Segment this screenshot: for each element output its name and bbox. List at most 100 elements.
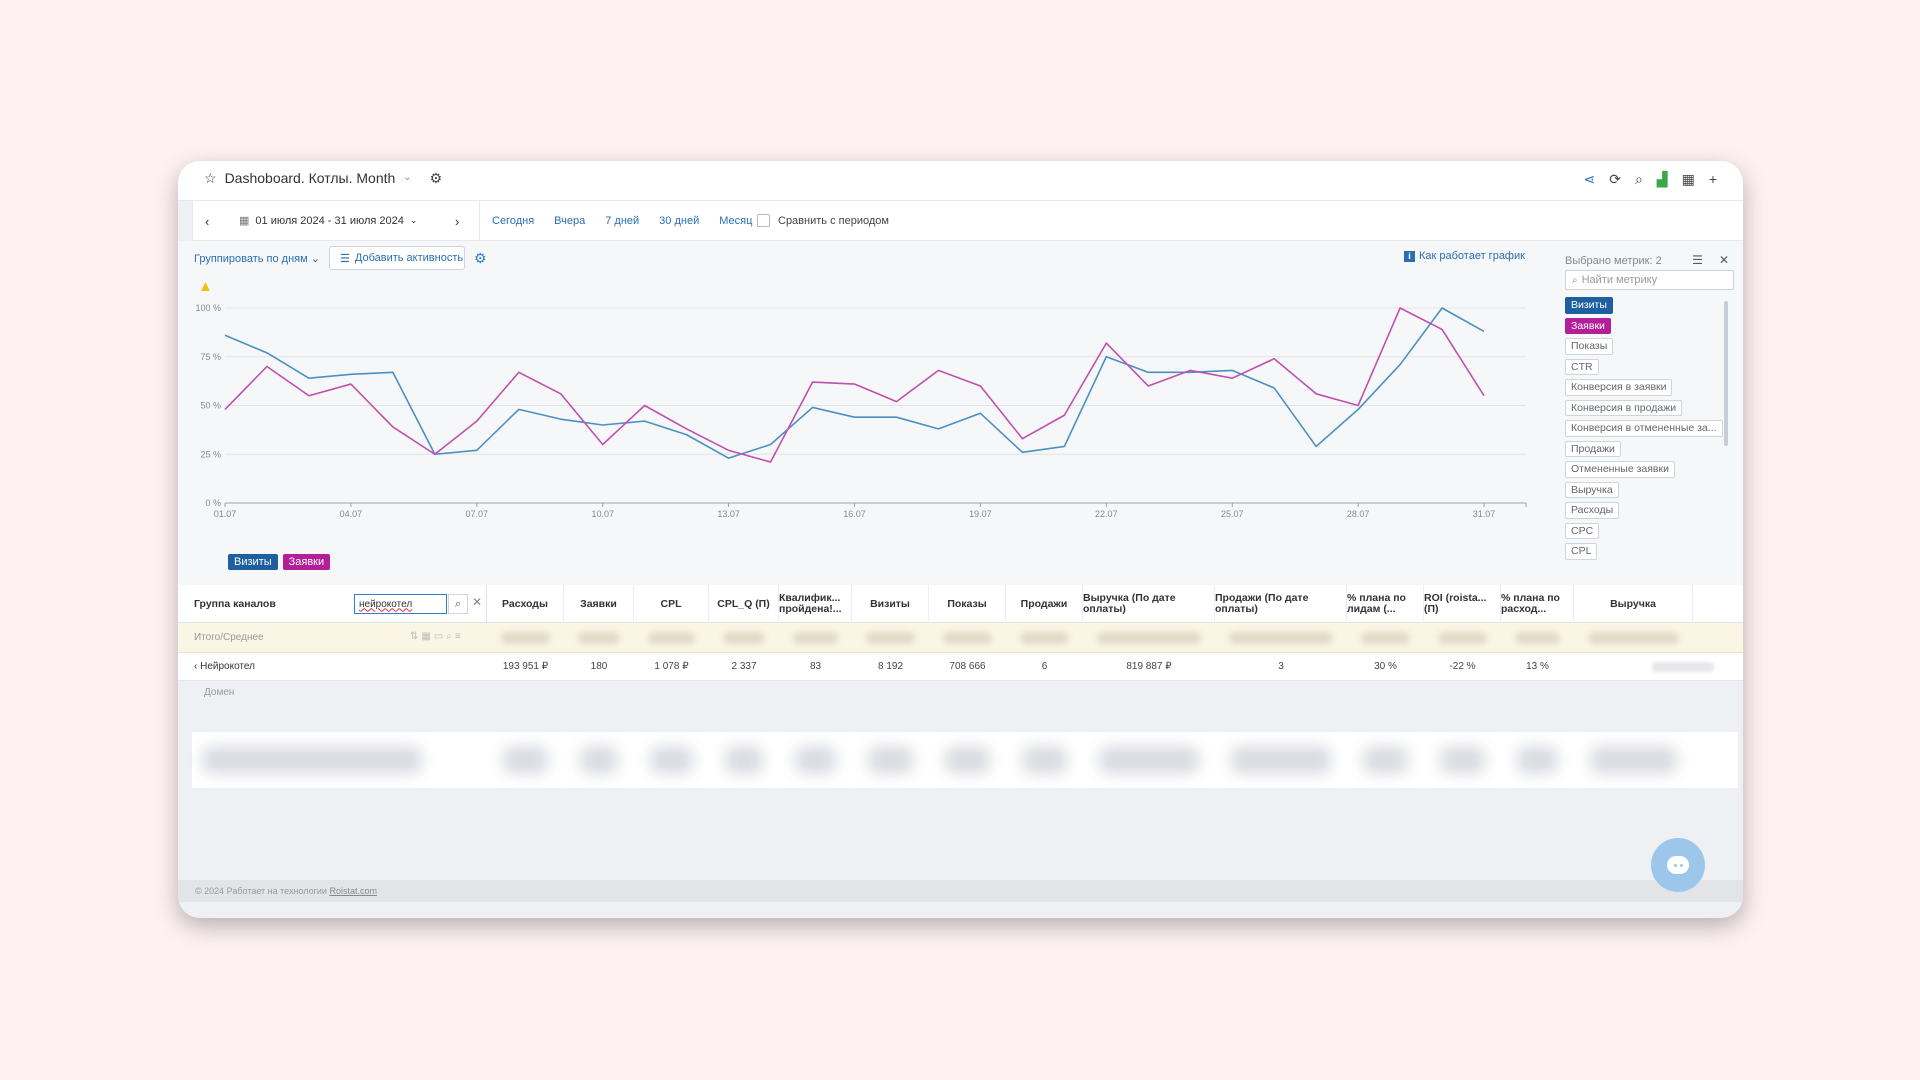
close-icon[interactable]: ✕ xyxy=(1718,253,1729,267)
date-toolbar: ‹ ▦ 01 июля 2024 - 31 июля 2024 ⌄ › Сего… xyxy=(192,201,1743,241)
settings-gear-icon[interactable]: ⚙ xyxy=(429,170,443,186)
group-by-dropdown[interactable]: Группировать по дням ⌄ xyxy=(194,253,320,265)
blurred-cell xyxy=(795,746,836,774)
blurred-cell xyxy=(793,632,838,644)
share-icon[interactable]: ⋖ xyxy=(1583,171,1596,187)
blurred-cell xyxy=(1361,632,1410,644)
chart-legend: Визиты Заявки xyxy=(228,554,331,570)
col-header[interactable]: Расходы xyxy=(487,585,564,623)
metric-item[interactable]: Показы xyxy=(1565,338,1614,355)
legend-visits[interactable]: Визиты xyxy=(228,554,278,570)
info-icon: i xyxy=(1404,250,1415,262)
col-header[interactable]: Заявки xyxy=(564,585,634,623)
metric-item[interactable]: Выручка xyxy=(1565,481,1619,498)
period-30-days[interactable]: 30 дней xyxy=(659,215,700,227)
y-tick-label: 50 % xyxy=(200,401,221,411)
x-tick-label: 01.07 xyxy=(214,509,237,519)
col-header[interactable]: CPL xyxy=(634,585,709,623)
series-line-visits xyxy=(224,307,1485,459)
period-7-days[interactable]: 7 дней xyxy=(605,215,640,227)
metric-item[interactable]: Конверсия в отмененные за... xyxy=(1565,420,1723,437)
col-header[interactable]: % плана по расход... xyxy=(1501,585,1574,623)
metric-item[interactable]: CPL xyxy=(1565,543,1598,560)
period-today[interactable]: Сегодня xyxy=(492,215,535,227)
metric-search-placeholder: Найти метрику xyxy=(1581,274,1658,286)
col-header[interactable]: ROI (roista... (П) xyxy=(1424,585,1501,623)
warning-icon[interactable]: ▲ xyxy=(198,278,213,295)
table-cell: 708 666 xyxy=(949,661,986,672)
footer: © 2024 Работает на технологии Roistat.co… xyxy=(178,880,1743,902)
total-row-tools[interactable]: ⇅▦▭⌕≡ xyxy=(410,631,464,642)
x-tick-label: 28.07 xyxy=(1347,509,1370,519)
list-view-icon[interactable]: ☰ xyxy=(1692,253,1703,267)
refresh-icon[interactable]: ⟳ xyxy=(1609,171,1621,187)
period-yesterday[interactable]: Вчера xyxy=(554,215,586,227)
footer-link[interactable]: Roistat.com xyxy=(329,886,377,896)
x-tick-label: 04.07 xyxy=(340,509,363,519)
add-icon[interactable]: + xyxy=(1708,171,1717,187)
col-header[interactable]: Показы xyxy=(929,585,1006,623)
col-header[interactable]: Продажи (По дате оплаты) xyxy=(1215,585,1347,623)
chart-settings-icon[interactable]: ⚙ xyxy=(474,250,487,266)
x-tick-label: 22.07 xyxy=(1095,509,1118,519)
date-range-picker[interactable]: ▦ 01 июля 2024 - 31 июля 2024 ⌄ xyxy=(239,214,417,228)
blurred-cell xyxy=(1517,746,1558,774)
col-header[interactable]: Визиты xyxy=(852,585,929,623)
metrics-scrollbar[interactable] xyxy=(1724,301,1728,446)
metric-item[interactable]: CTR xyxy=(1565,358,1599,375)
blurred-cell xyxy=(578,632,620,644)
chat-button[interactable] xyxy=(1651,838,1705,892)
metric-item[interactable]: CPC xyxy=(1565,522,1600,539)
col-header[interactable]: CPL_Q (П) xyxy=(709,585,779,623)
add-activity-button[interactable]: ☰ Добавить активность xyxy=(329,246,465,270)
blurred-cell xyxy=(1588,632,1679,644)
col-header[interactable]: Выручка (По дате оплаты) xyxy=(1083,585,1215,623)
legend-requests[interactable]: Заявки xyxy=(282,554,331,570)
series-line-requests xyxy=(224,307,1485,463)
col-header-label: Группа каналов xyxy=(194,597,276,610)
table-row-domain: Домен xyxy=(178,681,1743,705)
channel-filter-input[interactable]: нейрокотел xyxy=(354,594,447,614)
metric-item[interactable]: Отмененные заявки xyxy=(1565,461,1675,478)
next-period-icon[interactable]: › xyxy=(455,214,460,229)
how-chart-works-link[interactable]: i Как работает график xyxy=(1404,250,1525,262)
metric-search-input[interactable]: ⌕ Найти метрику xyxy=(1565,270,1734,290)
table-cell: 6 xyxy=(1041,661,1048,672)
dashboard-title-group[interactable]: ☆ Dashoboard. Котлы. Month ⌄ ⚙ xyxy=(204,170,442,186)
metric-item[interactable]: Конверсия в заявки xyxy=(1565,379,1673,396)
prev-period-icon[interactable]: ‹ xyxy=(205,214,210,229)
compare-checkbox[interactable] xyxy=(757,214,770,227)
filter-clear-icon[interactable]: ✕ xyxy=(472,595,483,609)
star-icon[interactable]: ☆ xyxy=(204,170,217,186)
table-cell: 83 xyxy=(809,661,822,672)
metrics-selected-count: Выбрано метрик: 2 xyxy=(1565,255,1662,267)
col-header[interactable]: % плана по лидам (... xyxy=(1347,585,1424,623)
metric-item[interactable]: Визиты xyxy=(1565,297,1613,314)
blurred-cell xyxy=(580,746,618,774)
metric-item[interactable]: Расходы xyxy=(1565,502,1620,519)
table-cell: 3 xyxy=(1278,661,1284,672)
table-icon[interactable]: ▦ xyxy=(1681,171,1695,187)
col-header[interactable]: Выручка xyxy=(1574,585,1693,623)
metric-item[interactable]: Продажи xyxy=(1565,440,1621,457)
table-cell: -22 % xyxy=(1449,661,1476,672)
compare-period[interactable]: Сравнить с периодом xyxy=(757,214,889,227)
chevron-down-icon[interactable]: ⌄ xyxy=(403,172,412,183)
period-month[interactable]: Месяц xyxy=(719,215,753,227)
top-bar: ☆ Dashoboard. Котлы. Month ⌄ ⚙ ⋖ ⟳ ⌕ ▟ ▦… xyxy=(178,161,1743,201)
metric-item[interactable]: Конверсия в продажи xyxy=(1565,399,1683,416)
chart-icon[interactable]: ▟ xyxy=(1656,171,1668,187)
table-row[interactable]: ‹ Нейрокотел 193 951 ₽ 180 1 078 ₽ 2 337 83 8… xyxy=(178,653,1743,681)
col-header-channel-group[interactable]: Группа каналов xyxy=(178,585,487,623)
dashboard-title[interactable]: Dashoboard. Котлы. Month xyxy=(224,170,396,186)
row-label[interactable]: ‹ Нейрокотел xyxy=(194,661,255,672)
col-header[interactable]: Квалифик... пройдена!... xyxy=(779,585,852,623)
search-icon[interactable]: ⌕ xyxy=(1634,171,1643,187)
metric-item[interactable]: Заявки xyxy=(1565,317,1611,334)
blurred-cell xyxy=(943,632,992,644)
x-tick-label: 25.07 xyxy=(1221,509,1244,519)
table-cell: 819 887 ₽ xyxy=(1126,661,1172,672)
col-header[interactable]: Продажи xyxy=(1006,585,1083,623)
filter-search-icon[interactable]: ⌕ xyxy=(448,594,468,614)
table-cell: 8 192 xyxy=(877,661,904,672)
